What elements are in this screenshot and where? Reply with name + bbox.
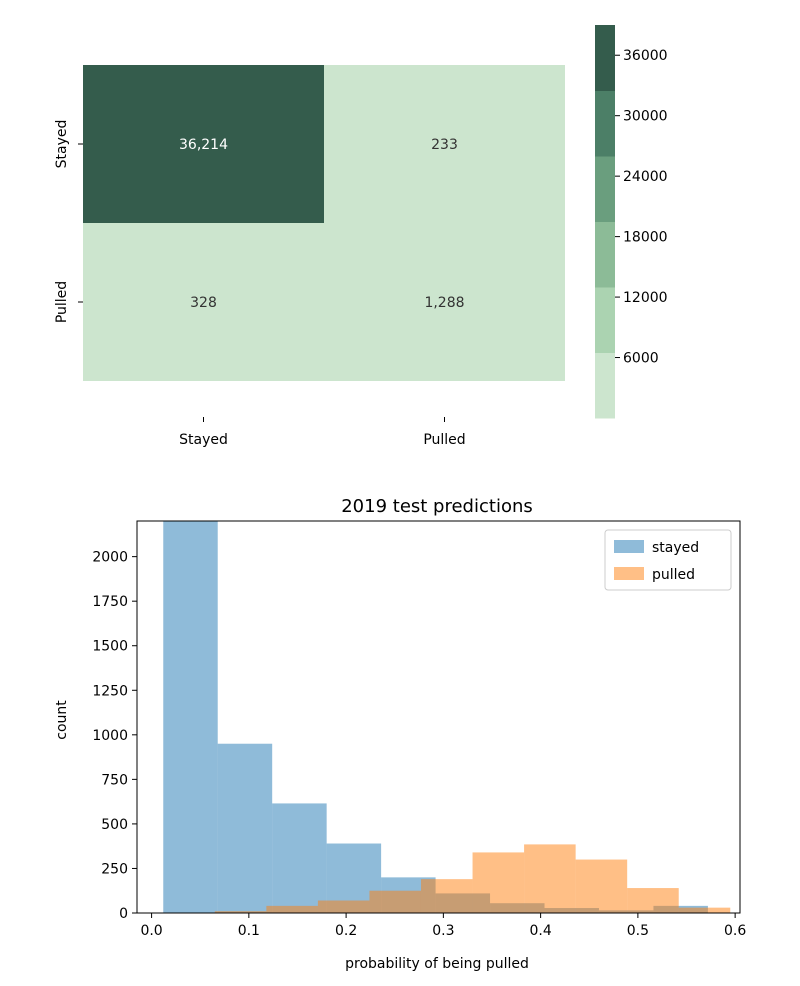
histogram-bar-pulled	[575, 859, 628, 913]
y-tick-label: 750	[101, 772, 128, 788]
histogram-bar-pulled	[214, 911, 267, 913]
colorbar-tick-label: 18000	[623, 230, 668, 246]
heatmap-cell-stayed-pulled	[324, 65, 565, 223]
colorbar-tick-label: 36000	[623, 48, 668, 64]
row-tick-label: Stayed	[54, 120, 70, 169]
x-tick-label: 0.0	[140, 923, 162, 939]
x-tick-label: 0.4	[529, 923, 551, 939]
histogram-bar-pulled	[420, 879, 473, 913]
y-tick-label: 1500	[92, 639, 128, 655]
colorbar-tick-label: 12000	[623, 290, 668, 306]
y-axis-ticks: 0 250 500 750 1000 1250 1500 1750 2000	[92, 550, 137, 922]
x-tick-label: 0.5	[627, 923, 649, 939]
column-tick-label: Stayed	[179, 432, 228, 448]
colorbar-segment	[595, 156, 615, 222]
x-tick-label: 0.1	[238, 923, 260, 939]
y-tick-label: 1000	[92, 728, 128, 744]
colorbar-segment	[595, 90, 615, 157]
heatmap-cell-pulled-stayed	[83, 223, 324, 381]
heatmap-cell-label: 36,214	[179, 137, 228, 153]
y-tick-label: 500	[101, 817, 128, 833]
colorbar-tick-label: 24000	[623, 169, 668, 185]
y-axis-label: count	[54, 700, 70, 740]
x-axis-label: probability of being pulled	[345, 956, 529, 972]
histogram-bar-pulled	[524, 844, 576, 913]
x-tick-label: 0.6	[724, 923, 746, 939]
heatmap-cell-label: 233	[431, 137, 458, 153]
colorbar-tick-label: 6000	[623, 351, 659, 367]
confusion-matrix-heatmap: 36,214 233 328 1,288 Stayed Pulled Stayed Pulle…	[54, 65, 565, 448]
column-tick-label: Pulled	[423, 432, 465, 448]
colorbar-segment	[595, 25, 615, 91]
histogram-bar-pulled	[472, 852, 525, 913]
histogram-bar-pulled	[678, 907, 731, 913]
heatmap-cell-pulled-pulled	[324, 223, 565, 381]
legend-swatch-pulled	[614, 567, 644, 580]
legend-swatch-stayed	[614, 540, 644, 553]
colorbar-segment	[595, 287, 615, 353]
histogram-bar-pulled	[317, 900, 370, 913]
heatmap-cell-label: 1,288	[424, 295, 464, 311]
legend: stayed pulled	[604, 529, 732, 591]
histogram-bar-pulled	[266, 905, 318, 913]
y-tick-label: 1750	[92, 594, 128, 610]
y-tick-label: 250	[101, 861, 128, 877]
histogram-bar-stayed	[163, 521, 218, 913]
x-axis-ticks: 0.0 0.1 0.2 0.3 0.4 0.5 0.6	[140, 913, 746, 939]
colorbar-tick-label: 30000	[623, 109, 668, 125]
histogram-bar-pulled	[627, 888, 679, 913]
heatmap-cell-stayed-stayed	[83, 65, 324, 223]
chart-title: 2019 test predictions	[341, 496, 533, 517]
legend-label-stayed: stayed	[652, 540, 699, 556]
colorbar-segment	[595, 221, 615, 288]
row-tick-label: Pulled	[54, 281, 70, 323]
histogram-bar-stayed	[217, 743, 273, 913]
y-tick-label: 2000	[92, 550, 128, 566]
probability-histogram: 2019 test predictions probability of bei…	[54, 496, 746, 972]
series-pulled-bars	[214, 844, 731, 913]
x-tick-label: 0.2	[335, 923, 357, 939]
heatmap-cell-label: 328	[190, 295, 217, 311]
y-tick-label: 1250	[92, 683, 128, 699]
heatmap-colorbar: 36000 30000 24000 18000 12000 6000	[595, 25, 668, 419]
plot-frame	[136, 520, 741, 914]
x-tick-label: 0.3	[432, 923, 454, 939]
y-tick-label: 0	[119, 906, 128, 922]
histogram-bar-pulled	[369, 890, 421, 913]
legend-label-pulled: pulled	[652, 567, 695, 583]
histogram-bar-stayed	[272, 803, 327, 913]
colorbar-segment	[595, 352, 615, 419]
